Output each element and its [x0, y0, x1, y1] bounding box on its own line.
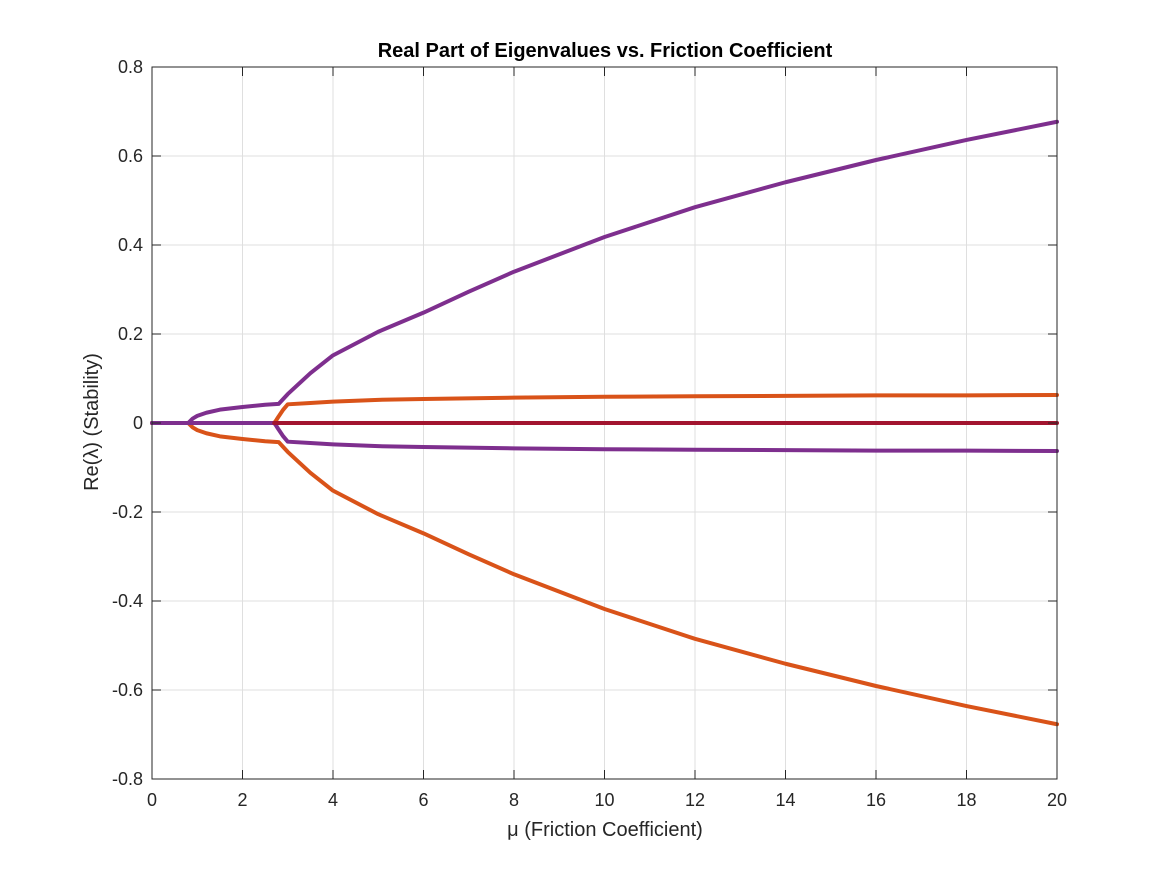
- x-tick-label: 0: [147, 790, 157, 810]
- x-tick-label: 4: [328, 790, 338, 810]
- y-tick-label: -0.4: [112, 591, 143, 611]
- y-tick-label: 0.6: [118, 146, 143, 166]
- y-tick-label: 0.8: [118, 57, 143, 77]
- series-line-4: [150, 421, 1059, 454]
- series-line-1: [150, 119, 1059, 425]
- y-tick-label: -0.2: [112, 502, 143, 522]
- series-line-2: [150, 421, 1059, 727]
- series-line-3: [150, 392, 1059, 425]
- x-tick-label: 20: [1047, 790, 1067, 810]
- chart-title: Real Part of Eigenvalues vs. Friction Co…: [378, 40, 833, 62]
- y-tick-label: -0.6: [112, 680, 143, 700]
- y-tick-label: -0.8: [112, 769, 143, 789]
- x-tick-label: 2: [237, 790, 247, 810]
- x-tick-label: 14: [775, 790, 795, 810]
- x-axis-label: μ (Friction Coefficient): [507, 819, 703, 841]
- y-axis-label: Re(λ) (Stability): [81, 353, 103, 491]
- y-tick-label: 0: [133, 413, 143, 433]
- series-group: [150, 119, 1059, 727]
- x-tick-label: 6: [418, 790, 428, 810]
- y-tick-label: 0.2: [118, 324, 143, 344]
- x-tick-label: 8: [509, 790, 519, 810]
- y-tick-label: 0.4: [118, 235, 143, 255]
- axes: 0 2 4 6 8 10 12 14 16 18 20 -0.8 -0.6 -0.4 -0.2 0 0.2 0.4…: [112, 57, 1067, 810]
- x-tick-label: 12: [685, 790, 705, 810]
- x-tick-label: 10: [594, 790, 614, 810]
- x-tick-label: 18: [956, 790, 976, 810]
- x-tick-label: 16: [866, 790, 886, 810]
